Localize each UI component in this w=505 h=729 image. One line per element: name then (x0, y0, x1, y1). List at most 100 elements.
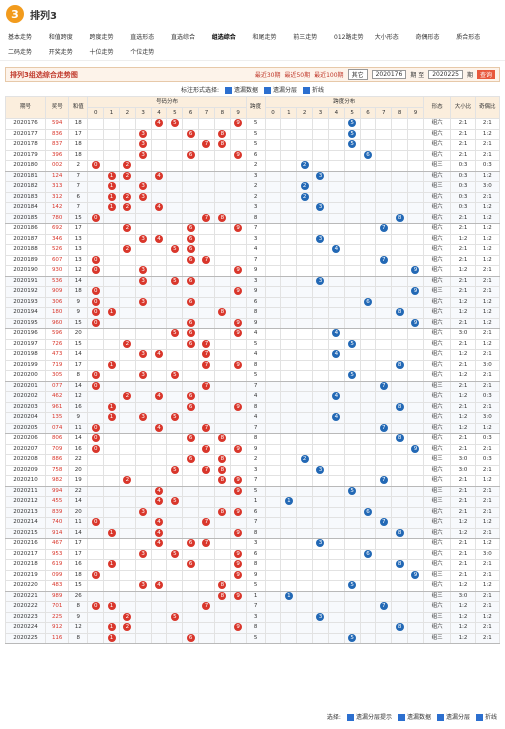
span-cell (407, 191, 424, 203)
digit-ball: 8 (218, 434, 227, 442)
span: 8 (245, 401, 266, 413)
digit-ball: 1 (107, 360, 116, 369)
form: 组三 (422, 632, 452, 644)
dist-cell (150, 139, 168, 151)
checkbox[interactable] (346, 714, 354, 721)
sum: 20 (68, 328, 89, 340)
digit-ball: 7 (202, 360, 211, 369)
span-ball: 8 (395, 623, 404, 631)
span-cell (391, 370, 409, 382)
dist-cell (118, 370, 136, 382)
nav-tab[interactable]: 开奖走势 (48, 49, 73, 56)
dist-cell: 6 (182, 275, 200, 287)
span-cell (312, 412, 329, 424)
form: 组三 (422, 380, 452, 392)
nav-tab[interactable]: 直选形态 (130, 34, 155, 41)
dist-cell (198, 149, 215, 161)
span-cell (407, 601, 424, 613)
nav-tab[interactable]: 跨度走势 (89, 34, 114, 41)
nav-tab[interactable]: 和尾走势 (252, 34, 277, 41)
big-small: 2:1 (450, 254, 476, 266)
link[interactable]: 最近30期 (254, 72, 281, 79)
dist-cell (198, 223, 215, 235)
option[interactable]: 折线 (303, 85, 324, 94)
nav-tab[interactable]: 大小形态 (374, 34, 399, 41)
digit-header: 3 (312, 107, 329, 119)
dist-cell (134, 559, 152, 571)
nav-tab[interactable]: 和值跨度 (48, 34, 73, 41)
nav-tab[interactable]: 个位走势 (130, 49, 155, 56)
span-cell (264, 328, 282, 340)
checkbox[interactable] (436, 714, 444, 721)
span-cell (296, 443, 314, 455)
nav-tab[interactable]: 基本走势 (8, 34, 33, 41)
option[interactable]: 遗漏分层 (264, 85, 297, 94)
span-cell (296, 412, 314, 424)
dist-cell (166, 380, 184, 392)
link[interactable]: 最近50期 (284, 72, 311, 79)
nav-tab[interactable]: 质合形态 (456, 34, 481, 41)
span-cell (280, 349, 298, 361)
nav-tab[interactable]: 奇偶形态 (415, 34, 440, 41)
option[interactable]: 遗漏分层提示 (346, 712, 392, 721)
span-cell (296, 149, 314, 161)
period: 2020202 (4, 391, 47, 403)
span-cell: 5 (343, 485, 361, 497)
span-cell (359, 464, 377, 476)
option[interactable]: 遗漏分层 (436, 712, 470, 721)
checkbox[interactable] (303, 86, 311, 94)
number: 914 (45, 527, 70, 539)
span-cell (264, 548, 282, 560)
span-cell (375, 349, 393, 361)
checkbox[interactable] (224, 86, 232, 94)
checkbox[interactable] (475, 714, 483, 721)
checkbox[interactable] (264, 86, 271, 94)
span-cell (391, 464, 409, 476)
dist-cell (87, 401, 105, 413)
link[interactable]: 最近100期 (314, 72, 344, 79)
dist-cell: 2 (118, 611, 136, 623)
dist-cell: 5 (166, 118, 184, 130)
nav-tab[interactable]: 前三走势 (293, 34, 318, 41)
option[interactable]: 折线 (475, 712, 497, 721)
span-cell (264, 454, 282, 466)
nav-tab[interactable]: 组选综合 (211, 34, 236, 41)
span-cell (280, 359, 298, 371)
digit-ball: 6 (186, 392, 195, 400)
span-cell (391, 181, 409, 193)
dist-cell (213, 349, 231, 361)
digit-ball: 4 (155, 528, 163, 537)
span-cell: 7 (375, 517, 393, 529)
dist-cell (166, 160, 184, 172)
dist-cell (166, 622, 184, 634)
form: 组六 (422, 202, 452, 214)
period: 2020187 (4, 233, 47, 245)
dist-cell (198, 202, 215, 214)
span-cell (407, 464, 424, 476)
dist-cell (150, 359, 168, 371)
dist-cell (182, 370, 200, 382)
option[interactable]: 遗漏数据 (224, 85, 258, 94)
select[interactable]: 其它 (347, 69, 368, 80)
data-row: 2020212 455 14 4 5 1 1 组三 2:1 2:1 (4, 496, 501, 508)
dist-cell (198, 275, 215, 287)
to-input[interactable]: 2020225 (428, 70, 463, 79)
checkbox[interactable] (397, 714, 405, 721)
from-input[interactable]: 2020176 (371, 70, 407, 79)
nav-tab[interactable]: 二码走势 (8, 49, 33, 56)
dist-cell (198, 160, 215, 172)
span-ball: 9 (411, 570, 420, 579)
span-cell (312, 548, 329, 560)
nav-tab[interactable]: 直选综合 (171, 34, 196, 41)
dist-cell: 6 (182, 559, 200, 571)
sum: 9 (68, 296, 89, 308)
span-cell: 1 (280, 590, 298, 602)
query-button[interactable]: 查询 (476, 70, 495, 79)
nav-tab[interactable]: 012路走势 (334, 34, 364, 41)
span-cell (375, 212, 393, 224)
dist-cell (103, 254, 120, 266)
nav-tab[interactable]: 十位走势 (89, 49, 114, 56)
sum: 17 (68, 538, 89, 550)
option[interactable]: 遗漏数据 (397, 712, 431, 721)
span-ball: 7 (379, 255, 388, 264)
